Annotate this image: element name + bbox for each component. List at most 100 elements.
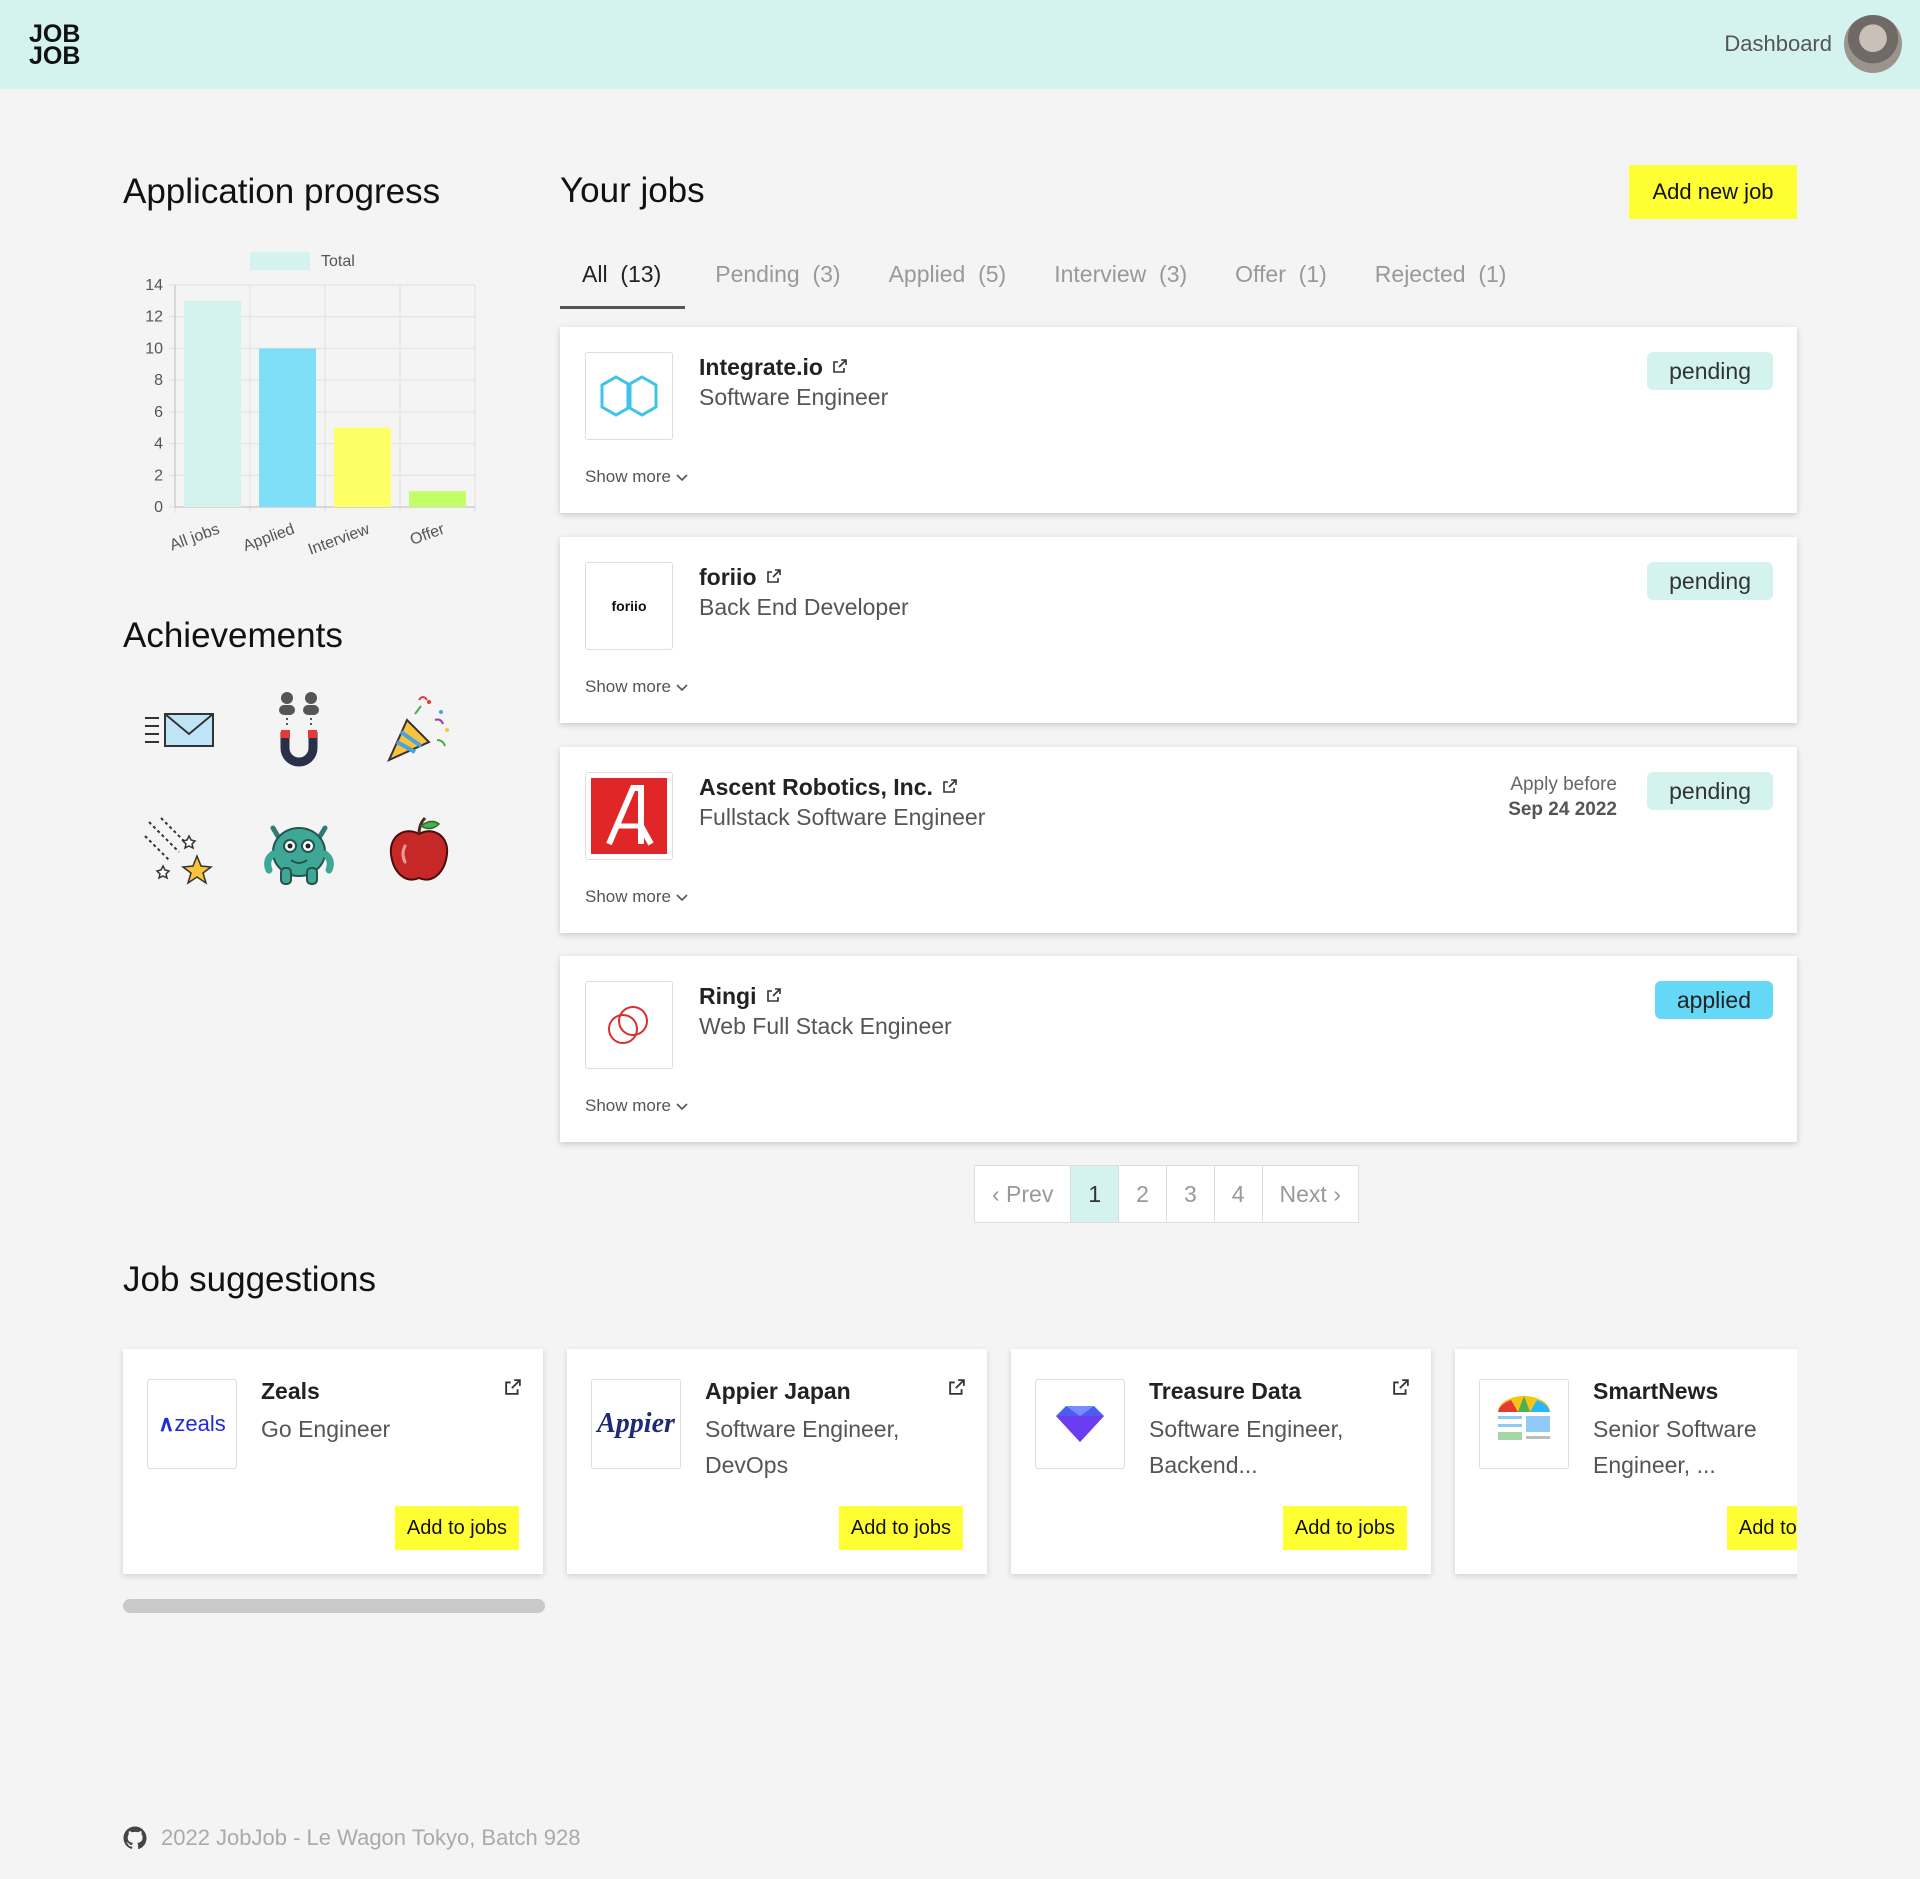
apply-deadline: Apply before Sep 24 2022 (1508, 772, 1617, 822)
page-2-button[interactable]: 2 (1119, 1166, 1167, 1222)
page-1-button[interactable]: 1 (1071, 1166, 1120, 1222)
job-role: Software Engineer (699, 384, 889, 410)
tab-label: Offer (1235, 261, 1286, 287)
tab-count: (1) (1298, 261, 1327, 287)
status-badge[interactable]: pending (1647, 562, 1773, 600)
tab-rejected[interactable]: Rejected (1) (1357, 254, 1525, 306)
external-link-icon[interactable] (833, 359, 847, 373)
status-badge[interactable]: pending (1647, 772, 1773, 810)
suggestion-card[interactable]: Appier Appier Japan Software Engineer, D… (567, 1349, 987, 1574)
show-more-toggle[interactable]: Show more (585, 467, 688, 487)
tab-pending[interactable]: Pending (3) (697, 254, 858, 306)
prev-page-button[interactable]: ‹ Prev (975, 1166, 1072, 1222)
page-4-button[interactable]: 4 (1215, 1166, 1263, 1222)
dashboard-link[interactable]: Dashboard (1724, 31, 1832, 56)
x-tick-label: Interview (306, 521, 372, 559)
y-tick-label: 14 (145, 277, 163, 294)
suggestions-scrollbar[interactable] (123, 1599, 545, 1613)
tab-offer[interactable]: Offer (1) (1217, 254, 1345, 306)
company-name[interactable]: Zeals (261, 1378, 320, 1404)
party-popper-icon (387, 696, 449, 762)
foriio-logo-text: foriio (611, 598, 647, 614)
x-tick-label: Applied (241, 521, 297, 555)
progress-chart: Total 0 2 4 6 8 10 12 14 All jobs Applied Interview… (145, 252, 476, 559)
external-link-icon[interactable] (766, 569, 781, 583)
external-link-icon[interactable] (766, 988, 781, 1002)
company-logo (1035, 1379, 1125, 1469)
job-card[interactable]: Ascent Robotics, Inc. Fullstack Software… (560, 747, 1797, 933)
suggestion-card[interactable]: SmartNews Senior Software Engineer, ... … (1455, 1349, 1797, 1574)
envelope-icon (145, 713, 214, 747)
show-more-toggle[interactable]: Show more (585, 887, 688, 907)
external-link-icon[interactable] (949, 1379, 965, 1395)
x-tick-label: All jobs (168, 521, 222, 555)
company-name[interactable]: Ascent Robotics, Inc. (699, 774, 957, 801)
bar-applied (259, 348, 316, 507)
show-more-label: Show more (585, 1096, 671, 1115)
x-tick-label: Offer (408, 521, 448, 549)
company-name-text: Ascent Robotics, Inc. (699, 774, 933, 800)
tab-label: Applied (888, 261, 966, 287)
achievements-grid (124, 680, 484, 920)
suggestion-card[interactable]: Treasure Data Software Engineer, Backend… (1011, 1349, 1431, 1574)
show-more-label: Show more (585, 887, 671, 906)
company-name[interactable]: Treasure Data (1149, 1378, 1302, 1404)
company-name[interactable]: Integrate.io (699, 354, 847, 381)
company-logo (1479, 1379, 1569, 1469)
company-name[interactable]: Appier Japan (705, 1378, 851, 1404)
show-more-label: Show more (585, 677, 671, 696)
job-card[interactable]: Integrate.io Software Engineer Show more… (560, 327, 1797, 513)
tab-label: Rejected (1374, 261, 1466, 287)
smartnews-logo-icon (1498, 1396, 1550, 1440)
add-new-job-button[interactable]: Add new job (1629, 165, 1797, 219)
company-name[interactable]: foriio (699, 564, 781, 591)
footer: 2022 JobJob - Le Wagon Tokyo, Batch 928 (123, 1825, 581, 1851)
external-link-icon[interactable] (943, 779, 957, 793)
company-name[interactable]: Ringi (699, 983, 781, 1010)
job-card[interactable]: foriio foriio Back End Developer Show mo… (560, 537, 1797, 723)
status-badge[interactable]: pending (1647, 352, 1773, 390)
tab-label: All (582, 261, 608, 287)
deadline-label: Apply before (1510, 774, 1617, 795)
chevron-down-icon (676, 684, 688, 692)
bar-all-jobs (184, 300, 241, 507)
bar-offer (409, 491, 466, 507)
external-link-icon[interactable] (1393, 1379, 1409, 1395)
tab-interview[interactable]: Interview (3) (1036, 254, 1205, 306)
avatar[interactable] (1844, 15, 1902, 73)
y-tick-label: 2 (154, 467, 163, 484)
add-to-jobs-button[interactable]: Add to jobs (1282, 1506, 1407, 1550)
company-name-text: Integrate.io (699, 354, 823, 380)
y-tick-label: 12 (145, 309, 163, 326)
tab-all[interactable]: All (13) (560, 254, 686, 309)
your-jobs-title: Your jobs (560, 171, 705, 210)
y-tick-label: 8 (154, 372, 163, 389)
job-role: Go Engineer (261, 1416, 391, 1442)
add-to-jobs-button[interactable]: Add to jobs (394, 1506, 519, 1550)
jobjob-logo[interactable]: JOB JOB (29, 22, 80, 69)
company-logo (585, 352, 673, 440)
status-badge[interactable]: applied (1654, 981, 1773, 1019)
external-link-icon[interactable] (505, 1379, 521, 1395)
apple-icon (389, 816, 449, 881)
job-card[interactable]: Ringi Web Full Stack Engineer Show more … (560, 956, 1797, 1142)
next-page-button[interactable]: Next › (1279, 1181, 1341, 1207)
github-icon[interactable] (123, 1826, 147, 1850)
y-tick-label: 10 (145, 340, 163, 357)
bar-interview (334, 427, 391, 507)
company-logo (585, 981, 673, 1069)
tab-label: Interview (1054, 261, 1147, 287)
show-more-toggle[interactable]: Show more (585, 1096, 688, 1116)
tab-count: (3) (812, 261, 841, 287)
page-3-button[interactable]: 3 (1167, 1166, 1215, 1222)
suggestion-card[interactable]: ∧zeals Zeals Go Engineer Add to jobs (123, 1349, 543, 1574)
job-status-tabs: All (13) Pending (3) Applied (5) Intervi… (560, 254, 1536, 309)
add-to-jobs-button[interactable]: Add to jobs (1726, 1506, 1797, 1550)
company-name[interactable]: SmartNews (1593, 1378, 1719, 1404)
tab-applied[interactable]: Applied (5) (871, 254, 1025, 306)
nav-right: Dashboard (1724, 14, 1902, 74)
show-more-toggle[interactable]: Show more (585, 677, 688, 697)
add-to-jobs-button[interactable]: Add to jobs (838, 1506, 963, 1550)
monster-icon (264, 825, 334, 885)
tab-count: (5) (978, 261, 1007, 287)
